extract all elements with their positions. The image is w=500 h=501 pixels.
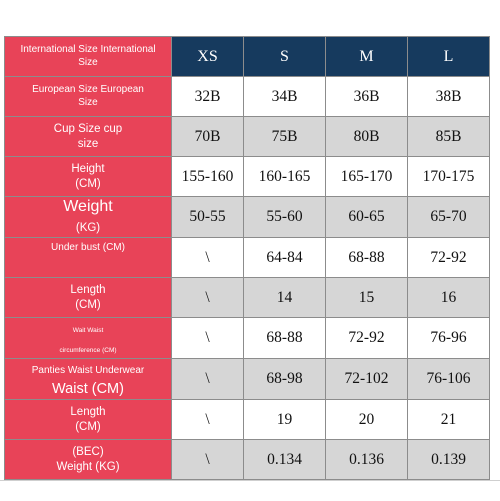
cell-s: 64-84 <box>243 237 326 278</box>
cell-xs: \ <box>171 399 244 440</box>
cell-xs: 155-160 <box>171 156 244 197</box>
table-row-cup-size: Cup Size cup size 70B 75B 80B 85B <box>4 116 490 157</box>
label-line-2: Weight (KG) <box>56 460 120 473</box>
cell-xs: \ <box>171 358 244 400</box>
cell-s: 0.134 <box>243 439 326 480</box>
cell-xs: \ <box>171 277 244 318</box>
cell-m: 15 <box>325 277 408 318</box>
cell-s: 160-165 <box>243 156 326 197</box>
label-line-1: Panties Waist Underwear <box>31 365 145 376</box>
label-line-1: Weight <box>63 198 113 215</box>
label-line-1: Length <box>70 406 106 419</box>
table-row-under-bust: Under bust (CM) \ 64-84 68-88 72-92 <box>4 237 490 278</box>
cell-s: 34B <box>243 76 326 117</box>
label-line-1: Wait Waist <box>72 327 104 334</box>
cell-m: 36B <box>325 76 408 117</box>
cell-m: 72-92 <box>325 317 408 359</box>
table-row-weight-kg: (BEC) Weight (KG) \ 0.134 0.136 0.139 <box>4 439 490 480</box>
cell-m: 60-65 <box>325 196 408 238</box>
table-row-european-size: European Size European Size 32B 34B 36B … <box>4 76 490 117</box>
cell-xs: 32B <box>171 76 244 117</box>
label-line-1: Under bust (CM) <box>51 242 125 253</box>
cell-l: 65-70 <box>407 196 490 238</box>
size-header-m: M <box>325 36 408 77</box>
table-row-panties-waist: Panties Waist Underwear Waist (CM) \ 68-… <box>4 358 490 400</box>
cell-xs: \ <box>171 439 244 480</box>
cell-l: 76-106 <box>407 358 490 400</box>
table-row-weight: Weight (KG) 50-55 55-60 60-65 65-70 <box>4 196 490 238</box>
row-label: European Size European Size <box>4 76 172 117</box>
footer-strip <box>0 480 500 501</box>
row-label: Length (CM) <box>4 277 172 318</box>
label-line-1: (BEC) <box>72 446 104 459</box>
size-header-l: L <box>407 36 490 77</box>
row-label-international-size: International Size International Size <box>4 36 172 77</box>
header-row: International Size International Size XS… <box>4 36 490 77</box>
row-label: Wait Waist circumference (CM) <box>4 317 172 359</box>
row-label: Cup Size cup size <box>4 116 172 157</box>
cell-s: 68-98 <box>243 358 326 400</box>
table-row-top-length: Length (CM) \ 14 15 16 <box>4 277 490 318</box>
cell-l: 72-92 <box>407 237 490 278</box>
row-label: Length (CM) <box>4 399 172 440</box>
cell-s: 14 <box>243 277 326 318</box>
label-line-1: European Size European <box>32 84 144 95</box>
row-label: Height (CM) <box>4 156 172 197</box>
row-label: Under bust (CM) <box>4 237 172 278</box>
label-line-2: (CM) <box>75 420 101 433</box>
table-row-bottom-length: Length (CM) \ 19 20 21 <box>4 399 490 440</box>
label-line-2: circumference (CM) <box>59 347 117 354</box>
table-row-height: Height (CM) 155-160 160-165 165-170 170-… <box>4 156 490 197</box>
cell-s: 75B <box>243 116 326 157</box>
cell-l: 85B <box>407 116 490 157</box>
label-line-2: Size <box>78 96 98 108</box>
row-label: Panties Waist Underwear Waist (CM) <box>4 358 172 400</box>
size-header-s: S <box>243 36 326 77</box>
label-line-2: (CM) <box>75 177 101 190</box>
cell-l: 38B <box>407 76 490 117</box>
label-line-2: Size <box>78 56 98 68</box>
cell-l: 0.139 <box>407 439 490 480</box>
label-line-2: size <box>77 137 99 150</box>
size-header-xs: XS <box>171 36 244 77</box>
label-line-2: (CM) <box>75 298 101 311</box>
cell-l: 21 <box>407 399 490 440</box>
label-line-1: Height <box>71 163 105 176</box>
label-line-2: (KG) <box>75 222 101 234</box>
cell-l: 170-175 <box>407 156 490 197</box>
cell-l: 76-96 <box>407 317 490 359</box>
row-label: (BEC) Weight (KG) <box>4 439 172 480</box>
table-row-waist-circumference: Wait Waist circumference (CM) \ 68-88 72… <box>4 317 490 359</box>
cell-s: 68-88 <box>243 317 326 359</box>
cell-m: 20 <box>325 399 408 440</box>
cell-l: 16 <box>407 277 490 318</box>
cell-m: 0.136 <box>325 439 408 480</box>
label-line-1: Length <box>70 284 106 297</box>
cell-xs: \ <box>171 317 244 359</box>
cell-xs: \ <box>171 237 244 278</box>
cell-m: 80B <box>325 116 408 157</box>
cell-m: 165-170 <box>325 156 408 197</box>
row-label: Weight (KG) <box>4 196 172 238</box>
size-chart-table: International Size International Size XS… <box>4 36 490 480</box>
label-line-1: International Size International <box>20 44 156 55</box>
cell-m: 68-88 <box>325 237 408 278</box>
cell-m: 72-102 <box>325 358 408 400</box>
cell-s: 19 <box>243 399 326 440</box>
cell-xs: 70B <box>171 116 244 157</box>
label-line-2: Waist (CM) <box>52 381 124 397</box>
label-line-1: Cup Size cup <box>53 123 123 136</box>
cell-xs: 50-55 <box>171 196 244 238</box>
cell-s: 55-60 <box>243 196 326 238</box>
